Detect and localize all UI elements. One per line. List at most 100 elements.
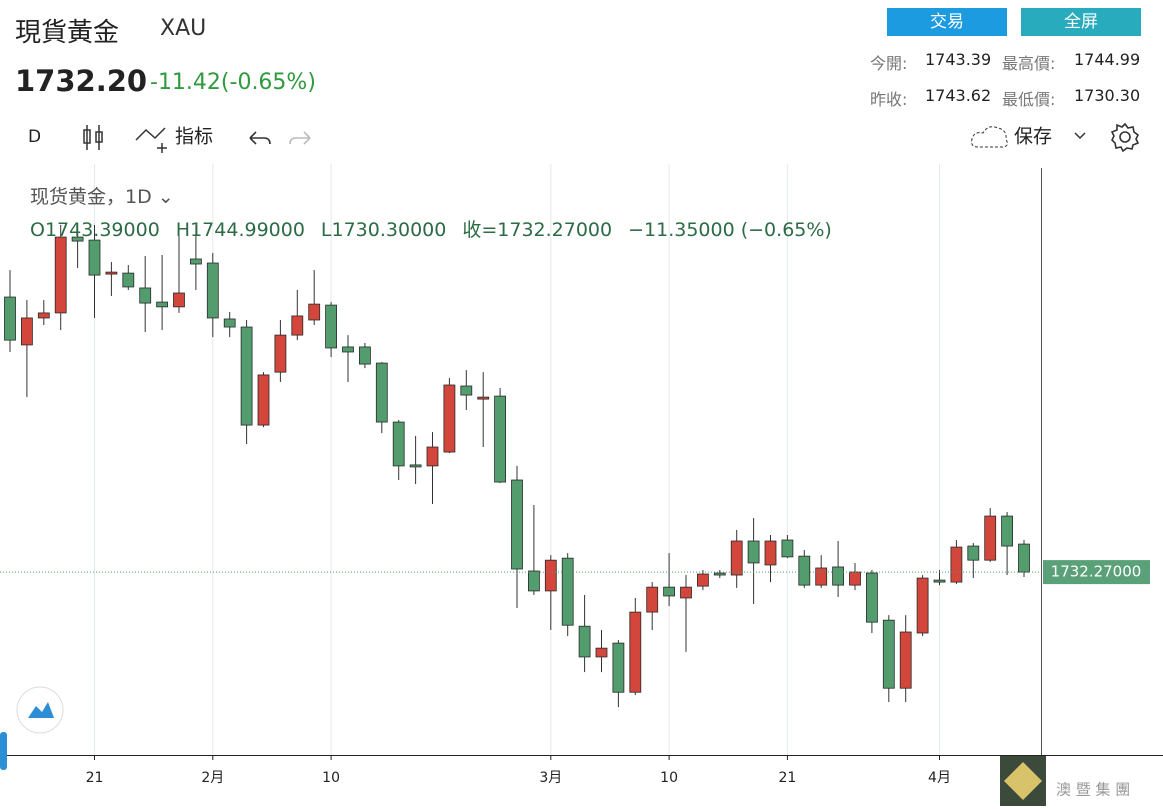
price: 1732.20	[15, 64, 148, 98]
watermark: 澳 暨 集 團	[1056, 781, 1130, 799]
candle-body	[54, 236, 67, 314]
candle-body	[646, 586, 659, 613]
x-tick-label: 2月	[201, 770, 224, 786]
ohlc-legend: O1743.39000 H1744.99000 L1730.30000 收=1732.…	[30, 215, 848, 242]
candle-body	[156, 301, 169, 308]
save-menu[interactable]	[1074, 132, 1086, 140]
x-tick-label: 3月	[539, 770, 562, 786]
candle-icon[interactable]	[83, 125, 103, 150]
candle-body	[967, 545, 980, 561]
candle-body	[88, 239, 101, 276]
x-tick-label: 10	[660, 770, 678, 786]
candle-body	[325, 304, 338, 349]
title: 現貨黃金	[15, 18, 120, 48]
candle-body	[781, 539, 794, 558]
candle-body	[494, 395, 507, 483]
cloud-icon[interactable]	[971, 126, 1008, 148]
quote-label: 最高價:	[1002, 54, 1056, 73]
candle-body	[984, 515, 997, 561]
candle-body	[747, 540, 760, 564]
candle-body	[4, 296, 16, 341]
quote-value: 1730.30	[1074, 86, 1141, 105]
side-tab[interactable]	[0, 732, 7, 770]
watermark-diamond	[1004, 762, 1042, 800]
candle-body	[933, 579, 946, 583]
candle-body	[358, 346, 371, 365]
candle-body	[595, 647, 608, 658]
candle-body	[849, 571, 861, 586]
quote-value: 1744.99	[1074, 50, 1141, 69]
candle-body	[882, 619, 895, 689]
save-button[interactable]: 保存	[1014, 126, 1052, 148]
candle-body	[139, 287, 152, 304]
logo-icon	[28, 702, 54, 718]
candle-body	[832, 566, 844, 586]
candle-body	[409, 464, 422, 468]
interval-button[interactable]: D	[28, 127, 41, 147]
change: -11.42(-0.65%)	[150, 70, 316, 95]
candle-body	[866, 572, 878, 623]
candle-body	[544, 559, 557, 592]
candle-body	[189, 258, 202, 265]
trade-button[interactable]: 交易	[887, 8, 1007, 36]
quote-value: 1743.62	[925, 86, 992, 105]
last-price-box	[1043, 560, 1150, 585]
candle-body	[730, 540, 743, 576]
x-tick-label: 4月	[928, 770, 951, 786]
indicator-button[interactable]: 指标	[175, 126, 213, 148]
candle-body	[206, 262, 219, 319]
candle-body	[629, 611, 642, 693]
ohlc-label: O1743.39000	[30, 219, 160, 241]
candle-body	[612, 642, 625, 693]
fullscreen-button[interactable]: 全屏	[1021, 8, 1141, 36]
candle-body	[798, 555, 811, 586]
chart-legend-title[interactable]: 现货黄金，1D ⌄	[30, 186, 174, 208]
candle-body	[20, 317, 33, 346]
candle-body	[392, 421, 405, 467]
ohlc-label: H1744.99000	[175, 219, 305, 241]
candle-body	[291, 315, 304, 336]
quote-label: 昨收:	[870, 90, 908, 109]
candle-body	[105, 271, 118, 275]
candle-body	[37, 312, 50, 319]
candle-body	[950, 546, 963, 583]
candle-body	[713, 572, 726, 576]
candle-body	[663, 586, 675, 597]
candle-body	[697, 573, 709, 587]
quote-label: 最低價:	[1002, 90, 1056, 109]
undo-button[interactable]	[249, 131, 271, 145]
settings-button[interactable]	[1110, 122, 1140, 153]
symbol: XAU	[160, 16, 207, 41]
candle-body	[460, 385, 473, 396]
candle-body	[1018, 543, 1030, 573]
candle-body	[916, 577, 929, 634]
last-price-label: 1732.27000	[1051, 563, 1142, 581]
candle-body	[308, 303, 321, 321]
candle-body	[578, 625, 591, 658]
indicator-icon[interactable]	[135, 127, 167, 153]
candle-body	[122, 272, 135, 288]
candle-body	[511, 479, 523, 570]
candle-body	[899, 631, 912, 689]
quote-label: 今開:	[870, 54, 908, 73]
ohlc-label: L1730.30000	[320, 219, 447, 241]
ohlc-label: −11.35000 (−0.65%)	[628, 219, 832, 241]
candle-body	[257, 374, 270, 426]
x-tick-label: 21	[86, 770, 104, 786]
x-tick-label: 21	[778, 770, 796, 786]
candle-body	[764, 540, 777, 566]
ohlc-label: 收=1732.27000	[462, 219, 613, 241]
candle-body	[443, 384, 456, 453]
candle-body	[528, 570, 540, 592]
candle-body	[1001, 515, 1013, 547]
candle-body	[680, 586, 692, 599]
candle-body	[426, 446, 439, 467]
candle-body	[342, 346, 354, 353]
candle-body	[815, 567, 828, 586]
candle-body	[71, 236, 84, 242]
legend-title: 现货黄金，1D	[30, 186, 152, 208]
redo-button[interactable]	[289, 131, 311, 145]
candle-body	[173, 292, 185, 308]
